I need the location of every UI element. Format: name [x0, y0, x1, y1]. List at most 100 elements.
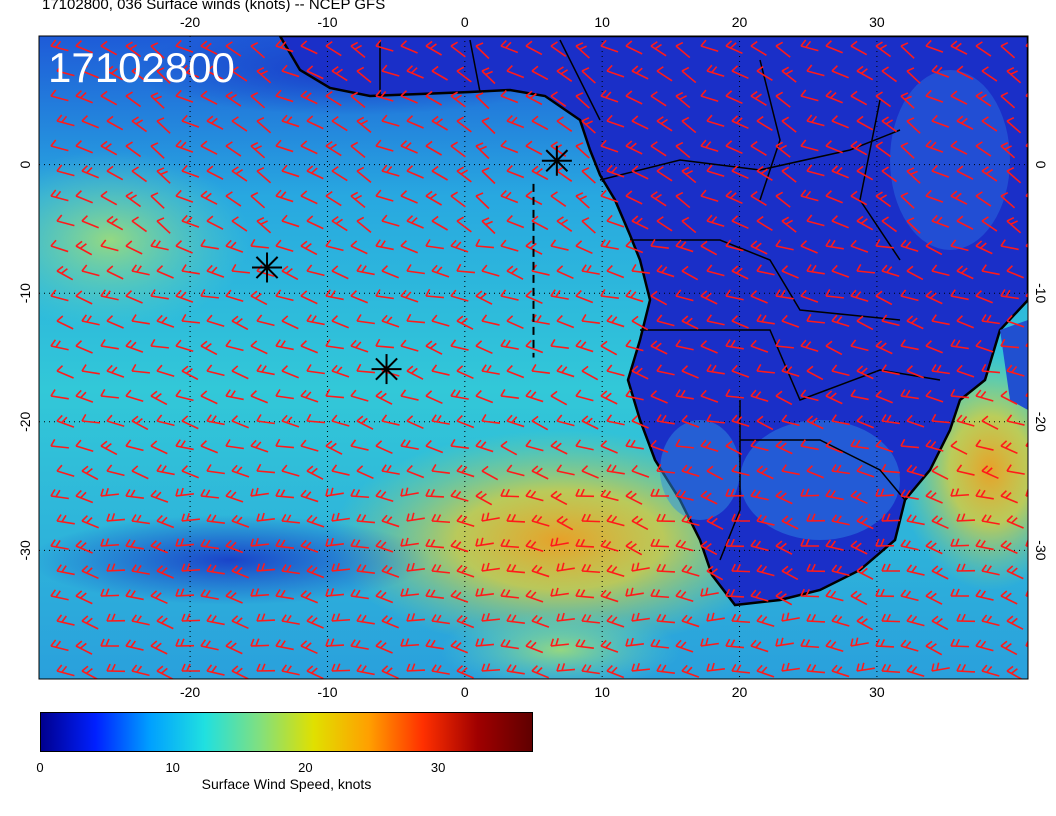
- wind-barb: [625, 389, 644, 401]
- wind-barb: [256, 314, 275, 327]
- wind-barb: [156, 514, 175, 529]
- wind-barb: [431, 364, 450, 376]
- wind-barb: [50, 339, 69, 351]
- wind-barb: [881, 66, 898, 83]
- wind-barb: [981, 465, 999, 480]
- wind-barb: [775, 490, 793, 505]
- wind-barb: [781, 612, 800, 622]
- wind-barb: [575, 289, 594, 304]
- wind-barb: [356, 314, 375, 325]
- wind-barb: [606, 564, 625, 578]
- wind-barb: [550, 390, 568, 406]
- wind-barb: [875, 141, 892, 158]
- wind-barb: [600, 289, 619, 299]
- wind-barb: [225, 239, 244, 253]
- wind-barb: [600, 489, 619, 502]
- wind-barb: [775, 239, 794, 251]
- wind-barb: [875, 290, 893, 306]
- wind-barb: [925, 89, 944, 103]
- wind-barb: [331, 663, 351, 672]
- wind-barb: [806, 465, 824, 479]
- wind-barb: [50, 639, 69, 652]
- wind-barb: [125, 41, 142, 58]
- wind-barb: [500, 289, 519, 301]
- wind-barb: [931, 114, 950, 128]
- wind-barb: [406, 65, 424, 79]
- wind-barb: [975, 240, 993, 255]
- wind-barb: [706, 565, 724, 581]
- wind-barb: [450, 489, 469, 502]
- colorbar-tick-label: 10: [165, 760, 180, 775]
- wind-barb: [350, 290, 368, 304]
- wind-barb: [106, 115, 124, 131]
- wind-barb: [806, 64, 825, 77]
- wind-barb: [675, 539, 694, 552]
- wind-barb: [281, 564, 300, 575]
- wind-barb: [975, 389, 994, 402]
- wind-barb: [425, 340, 443, 355]
- wind-barb: [75, 389, 94, 403]
- wind-barb: [481, 364, 500, 375]
- wind-barb: [931, 662, 950, 672]
- wind-barb: [100, 487, 119, 497]
- wind-barb: [106, 613, 126, 622]
- wind-barb: [300, 140, 318, 155]
- wind-barb: [331, 512, 350, 522]
- wind-barb: [925, 640, 943, 656]
- wind-barb: [881, 364, 900, 376]
- wind-barb: [756, 115, 773, 131]
- wind-barb: [450, 239, 469, 253]
- wind-barb: [350, 439, 369, 451]
- wind-barb: [150, 590, 168, 605]
- wind-barb: [756, 165, 773, 181]
- wind-barb: [400, 140, 418, 154]
- wind-barb: [681, 265, 699, 281]
- lon-tick-label-top: 30: [869, 14, 885, 30]
- wind-barb: [356, 66, 372, 83]
- wind-barb: [50, 539, 69, 550]
- wind-barb: [350, 538, 369, 549]
- wind-barb: [606, 64, 625, 78]
- wind-barb: [106, 215, 124, 231]
- wind-barb: [275, 389, 294, 400]
- wind-barb: [981, 66, 998, 82]
- wind-barb: [206, 65, 224, 80]
- wind-barb: [125, 91, 142, 108]
- wind-barb: [300, 290, 318, 305]
- wind-barb: [500, 39, 519, 54]
- wind-barb: [756, 465, 774, 480]
- wind-barb: [750, 389, 769, 403]
- wind-barb: [350, 589, 369, 600]
- wind-barb: [500, 189, 519, 204]
- wind-barb: [306, 364, 325, 375]
- wind-barb: [200, 288, 219, 299]
- wind-barb: [500, 488, 520, 498]
- wind-barb: [231, 315, 249, 331]
- wind-barb: [981, 614, 1000, 627]
- wind-barb: [1032, 365, 1051, 379]
- wind-barb: [756, 514, 775, 526]
- wind-barb: [800, 240, 818, 254]
- wind-barb: [400, 587, 419, 597]
- wind-barb: [56, 664, 75, 677]
- wind-barb: [56, 214, 75, 227]
- wind-barb: [181, 365, 199, 381]
- wind-barb: [556, 364, 575, 378]
- wind-barb: [600, 639, 619, 653]
- wind-barb: [200, 639, 219, 651]
- wind-barb: [756, 314, 775, 325]
- wind-barb: [750, 539, 769, 552]
- wind-barb: [556, 414, 575, 427]
- wind-barb: [800, 39, 819, 52]
- wind-barb: [756, 215, 773, 231]
- wind-barb: [975, 41, 992, 57]
- wind-barb: [600, 89, 619, 103]
- wind-barb: [531, 564, 550, 578]
- wind-barb: [775, 191, 791, 208]
- wind-barb: [325, 239, 344, 252]
- wind-barb: [200, 589, 219, 600]
- wind-barb: [1006, 216, 1022, 234]
- wind-barb: [781, 314, 800, 328]
- wind-barb: [181, 563, 201, 572]
- wind-barb: [900, 339, 919, 351]
